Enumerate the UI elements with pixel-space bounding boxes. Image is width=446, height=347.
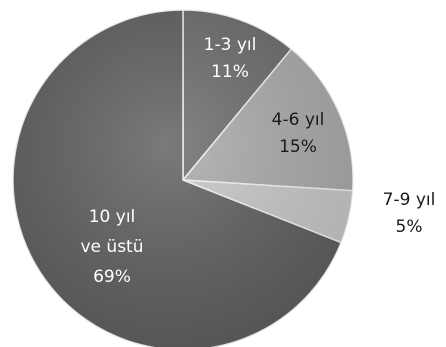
- slice-category-label-3: 7-9 yıl: [383, 190, 436, 210]
- slice-value-label-1: 11%: [211, 62, 249, 82]
- slice-category-label-2: 4-6 yıl: [272, 110, 325, 130]
- pie-slices: [12, 9, 354, 347]
- slice-category-label-1: 1-3 yıl: [204, 35, 257, 55]
- slice-value-label-2: 15%: [279, 137, 317, 157]
- slice-label-3: 7-9 yıl 5%: [383, 190, 436, 237]
- pie-labels: 1-3 yıl 11% 4-6 yıl 15% 7-9 yıl 5% 10 yıl ve üs…: [81, 35, 436, 287]
- slice-value-label-4: 69%: [93, 267, 131, 287]
- slice-value-label-3: 5%: [396, 217, 423, 237]
- slice-category-label-4: 10 yıl: [89, 207, 136, 227]
- slice-label-2: 4-6 yıl 15%: [272, 110, 325, 157]
- slice-category-label-4: ve üstü: [81, 237, 144, 257]
- slice-label-1: 1-3 yıl 11%: [204, 35, 257, 82]
- slice-label-4: 10 yıl ve üstü 69%: [81, 207, 144, 287]
